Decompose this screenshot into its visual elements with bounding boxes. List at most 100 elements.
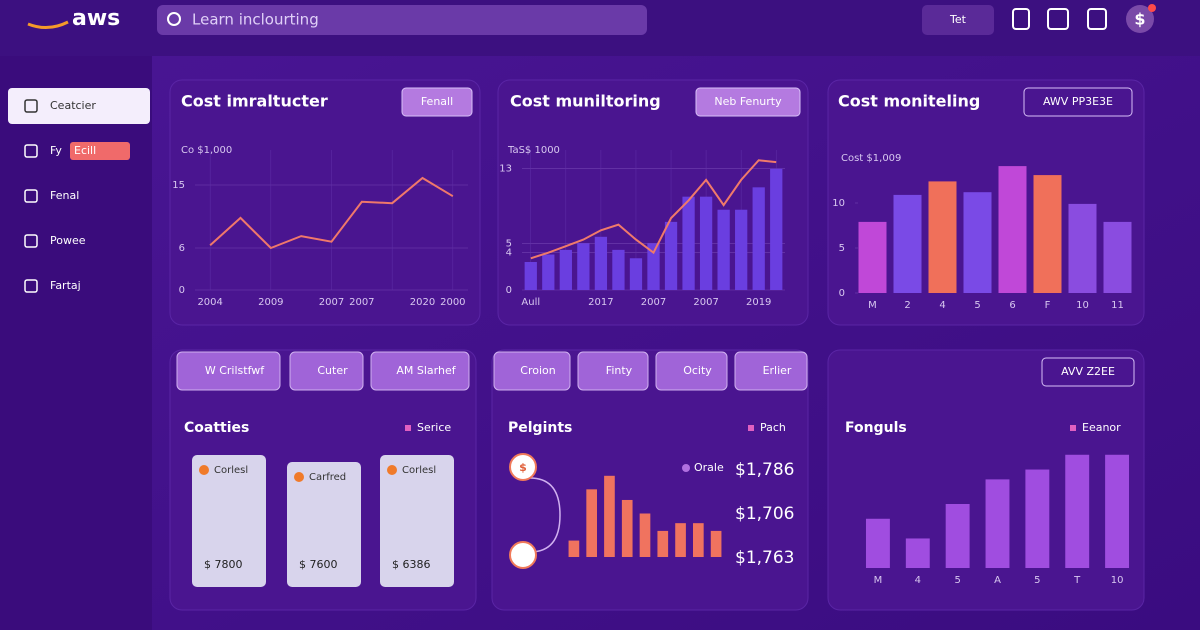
x-tick-label: 10 (1076, 300, 1089, 311)
bar (639, 513, 651, 557)
search-icon (167, 12, 181, 26)
search-box[interactable] (157, 5, 647, 35)
bar (657, 530, 669, 557)
bar (1025, 469, 1050, 568)
x-tick-label: 2007 (693, 297, 718, 308)
filter-button-label: Erlier (763, 364, 792, 377)
stat-value: $1,763 (735, 548, 794, 568)
stat-swatch (682, 464, 690, 472)
chart-title: Cost muniltoring (510, 92, 661, 111)
nav-label[interactable]: Powee (50, 234, 86, 247)
x-tick-label: A (994, 575, 1001, 586)
chart-title: Pelgints (508, 420, 572, 436)
bar (568, 540, 580, 557)
filter-button[interactable] (493, 351, 571, 391)
chart-button[interactable] (1023, 87, 1133, 117)
menu-button[interactable] (922, 5, 994, 35)
line (530, 159, 777, 260)
y-tick-label: 6 (179, 243, 185, 254)
x-tick-label: 2017 (588, 297, 613, 308)
avatar-label: $ (1134, 10, 1145, 29)
nav-label[interactable]: Fy (50, 144, 62, 157)
filter-button[interactable] (176, 351, 281, 391)
legend-label: Pach (760, 421, 786, 434)
connector (529, 477, 561, 553)
filter-button-label: Croion (520, 364, 555, 377)
bar (621, 499, 633, 557)
bar (770, 168, 783, 290)
filter-button[interactable] (577, 351, 649, 391)
card-icon (294, 472, 304, 482)
filter-button-label: AM Slarhef (396, 364, 456, 377)
chart-button-label: Fenall (421, 95, 453, 108)
filter-button-label: Cuter (317, 364, 348, 377)
card-icon (387, 465, 397, 475)
bar (559, 249, 572, 290)
filter-button[interactable] (370, 351, 470, 391)
y-tick-label: 0 (839, 288, 845, 299)
nav-label[interactable]: Ceatcier (50, 99, 96, 112)
bar (524, 262, 537, 290)
nav-icon (24, 144, 38, 158)
chart-button[interactable] (695, 87, 801, 117)
search-text: Learn inclourting (192, 11, 319, 29)
filter-button[interactable] (655, 351, 728, 391)
legend-label: Eeanor (1082, 421, 1121, 434)
bar (928, 181, 957, 293)
filter-button-label: Finty (606, 364, 633, 377)
y-tick-label: 10 (832, 198, 845, 209)
stat-value: $1,786 (735, 460, 794, 480)
filter-button-label: Ocity (683, 364, 712, 377)
bar (664, 221, 678, 290)
bar (1068, 203, 1097, 293)
x-tick-label: T (1073, 575, 1081, 586)
x-tick-label: M (868, 300, 877, 311)
peak-icon (509, 541, 537, 569)
bar (893, 194, 922, 293)
bar (1105, 454, 1130, 568)
icon[interactable] (1012, 8, 1030, 30)
nav-label[interactable]: Fenal (50, 189, 79, 202)
x-tick-label: M (874, 575, 883, 586)
x-tick-label: 6 (1009, 300, 1015, 311)
chart-button[interactable] (401, 87, 473, 117)
nav-label[interactable]: Fartaj (50, 279, 81, 292)
y-axis-title: Co $1,000 (181, 145, 232, 156)
chart-button[interactable] (1041, 357, 1135, 387)
x-tick-label: 2004 (197, 297, 222, 308)
x-tick-label: 5 (974, 300, 980, 311)
x-tick-label: 4 (939, 300, 945, 311)
logo-smile (27, 20, 69, 29)
x-tick-label: 2009 (258, 297, 283, 308)
card (192, 455, 266, 587)
chart-heading: Fonguls (845, 420, 907, 436)
card-amount: $ 7800 (204, 558, 243, 571)
chart-title: Cost imraltucter (181, 92, 328, 111)
x-tick-label: 11 (1111, 300, 1124, 311)
chart-button-label: AWV PP3E3E (1043, 95, 1113, 108)
legend-swatch (748, 425, 754, 431)
bar (735, 209, 748, 290)
peak-icon-label: $ (519, 461, 527, 474)
y-tick-label: 13 (499, 164, 512, 175)
sidebar-active[interactable] (8, 88, 150, 124)
y-axis-title: Cost $1,009 (841, 153, 901, 164)
icon[interactable] (1047, 8, 1069, 30)
bar (594, 236, 608, 290)
y-tick-label: 0 (179, 285, 185, 296)
bar (647, 243, 660, 290)
icon[interactable] (1087, 8, 1107, 30)
x-tick-label: 2020 (410, 297, 435, 308)
filter-button[interactable] (734, 351, 808, 391)
bar (945, 504, 970, 568)
legend-label: Serice (417, 421, 451, 434)
bar (858, 221, 887, 293)
filter-button[interactable] (289, 351, 364, 391)
stat-label: Orale (694, 461, 724, 474)
bar (699, 196, 713, 290)
card-amount: $ 7600 (299, 558, 338, 571)
bar (865, 518, 890, 568)
line (209, 176, 454, 250)
avatar[interactable] (1126, 5, 1154, 33)
